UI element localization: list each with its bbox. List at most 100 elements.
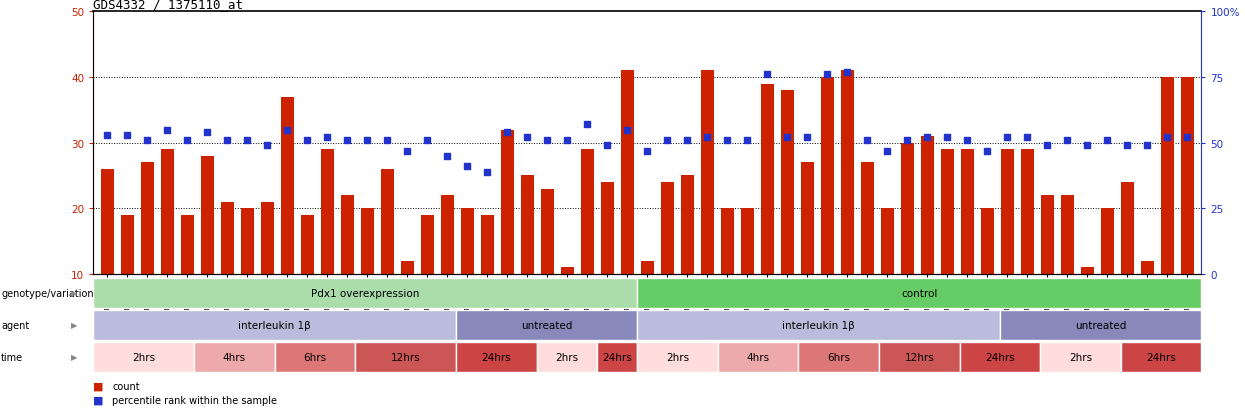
Bar xyxy=(901,143,914,274)
Point xyxy=(598,142,618,149)
Bar xyxy=(637,342,718,372)
Point xyxy=(918,135,937,141)
Text: 24hrs: 24hrs xyxy=(1147,352,1177,362)
Point xyxy=(977,148,997,154)
Bar xyxy=(701,71,713,274)
Text: 24hrs: 24hrs xyxy=(603,352,632,362)
Bar xyxy=(1182,78,1194,274)
Text: ■: ■ xyxy=(93,381,103,391)
Bar xyxy=(981,209,994,274)
Bar xyxy=(637,278,1201,308)
Bar xyxy=(1041,342,1120,372)
Bar xyxy=(456,310,637,340)
Point xyxy=(218,138,238,144)
Text: count: count xyxy=(112,381,139,391)
Point xyxy=(377,138,397,144)
Point xyxy=(858,138,878,144)
Bar xyxy=(641,261,654,274)
Point xyxy=(437,153,457,160)
Bar xyxy=(93,342,194,372)
Point xyxy=(198,130,218,136)
Point xyxy=(818,72,838,78)
Bar xyxy=(561,268,574,274)
Bar xyxy=(681,176,693,274)
Bar xyxy=(941,150,954,274)
Bar xyxy=(281,97,294,274)
Text: 2hrs: 2hrs xyxy=(555,352,579,362)
Bar xyxy=(461,209,474,274)
Point xyxy=(717,138,737,144)
Bar xyxy=(879,342,960,372)
Text: ■: ■ xyxy=(93,395,103,405)
Point xyxy=(737,138,757,144)
Bar xyxy=(840,71,854,274)
Text: control: control xyxy=(901,288,937,298)
Bar xyxy=(93,310,456,340)
Bar xyxy=(121,215,134,274)
Bar xyxy=(721,209,733,274)
Bar xyxy=(961,150,974,274)
Bar xyxy=(200,157,214,274)
Bar xyxy=(637,310,1000,340)
Bar xyxy=(1120,183,1134,274)
Text: 6hrs: 6hrs xyxy=(827,352,850,362)
Bar xyxy=(1001,150,1013,274)
Point xyxy=(1118,142,1138,149)
Text: 12hrs: 12hrs xyxy=(391,352,421,362)
Bar xyxy=(741,209,754,274)
Bar xyxy=(1160,78,1174,274)
Bar xyxy=(718,342,798,372)
Bar xyxy=(341,196,354,274)
Point xyxy=(878,148,898,154)
Bar xyxy=(355,342,456,372)
Bar xyxy=(441,196,454,274)
Point xyxy=(1138,142,1158,149)
Point xyxy=(1178,135,1198,141)
Bar xyxy=(481,215,494,274)
Text: 12hrs: 12hrs xyxy=(905,352,934,362)
Bar xyxy=(301,215,314,274)
Text: percentile rank within the sample: percentile rank within the sample xyxy=(112,395,278,405)
Text: untreated: untreated xyxy=(520,320,573,330)
Point xyxy=(1158,135,1178,141)
Point xyxy=(1057,138,1077,144)
Text: 6hrs: 6hrs xyxy=(304,352,326,362)
Point xyxy=(278,127,298,133)
Bar xyxy=(537,342,598,372)
Text: 2hrs: 2hrs xyxy=(1069,352,1092,362)
Point xyxy=(637,148,657,154)
Point xyxy=(397,148,417,154)
Bar xyxy=(1081,268,1094,274)
Point xyxy=(357,138,377,144)
Point xyxy=(957,138,977,144)
Text: time: time xyxy=(1,352,24,362)
Point xyxy=(518,135,538,141)
Bar xyxy=(881,209,894,274)
Bar xyxy=(1120,342,1201,372)
Point xyxy=(898,138,918,144)
Bar xyxy=(801,163,814,274)
Point xyxy=(337,138,357,144)
Text: ▶: ▶ xyxy=(71,352,78,361)
Point xyxy=(697,135,717,141)
Bar xyxy=(181,215,194,274)
Point xyxy=(1037,142,1057,149)
Bar xyxy=(761,84,774,274)
Text: 2hrs: 2hrs xyxy=(666,352,690,362)
Bar xyxy=(798,342,879,372)
Bar xyxy=(621,71,634,274)
Bar xyxy=(321,150,334,274)
Point xyxy=(498,130,518,136)
Text: agent: agent xyxy=(1,320,30,330)
Bar xyxy=(101,169,113,274)
Point xyxy=(1017,135,1037,141)
Bar xyxy=(275,342,355,372)
Bar xyxy=(381,169,393,274)
Bar xyxy=(456,342,537,372)
Point xyxy=(937,135,957,141)
Point xyxy=(757,72,777,78)
Text: 4hrs: 4hrs xyxy=(223,352,247,362)
Point xyxy=(477,169,497,176)
Text: interleukin 1β: interleukin 1β xyxy=(238,320,311,330)
Bar xyxy=(141,163,154,274)
